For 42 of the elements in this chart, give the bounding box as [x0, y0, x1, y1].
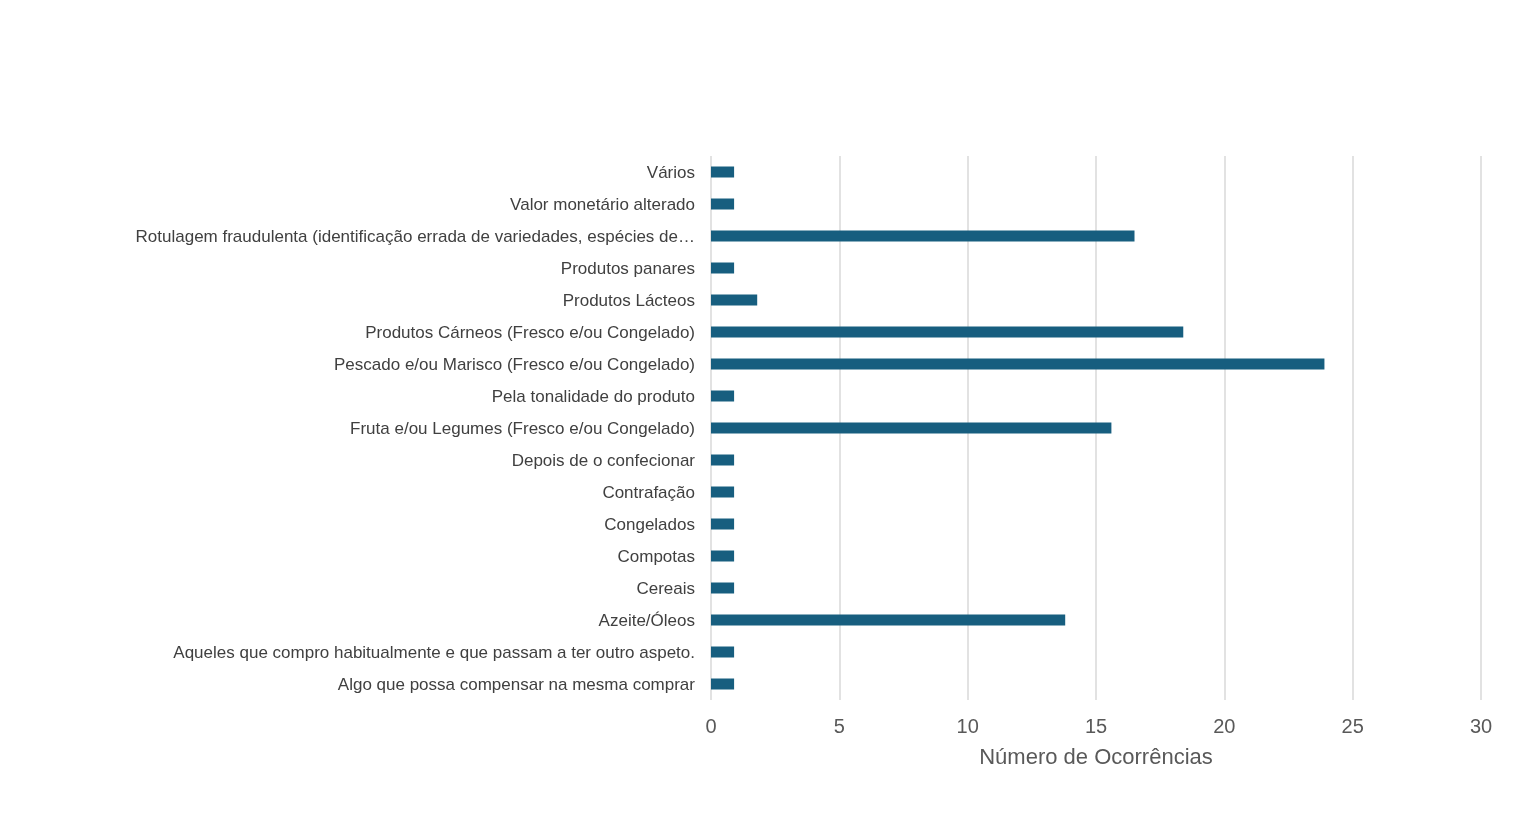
y-tick-label: Pela tonalidade do produto: [491, 386, 695, 406]
bar: [711, 294, 758, 306]
bar: [711, 390, 735, 402]
bar: [711, 326, 1184, 338]
y-tick-label: Produtos Cárneos (Fresco e/ou Congelado): [365, 322, 695, 342]
y-tick-label: Congelados: [604, 514, 695, 534]
bar: [711, 614, 1066, 626]
bar: [711, 358, 1325, 370]
y-tick-label: Rotulagem fraudulenta (identificação errada de variedades, espécies de…: [135, 226, 695, 246]
bar: [711, 550, 735, 562]
y-tick-label: Azeite/Óleos: [598, 610, 695, 630]
bar: [711, 422, 1112, 434]
bar: [711, 486, 735, 498]
x-tick-label: 5: [833, 715, 845, 737]
x-tick-label: 25: [1341, 715, 1364, 737]
y-tick-label: Depois de o confecionar: [511, 450, 696, 470]
bar: [711, 262, 735, 274]
y-tick-label: Pescado e/ou Marisco (Fresco e/ou Congelado): [334, 354, 695, 374]
bar: [711, 230, 1135, 242]
x-tick-label: 30: [1469, 715, 1493, 737]
y-tick-label: Compotas: [617, 546, 695, 566]
y-tick-label: Fruta e/ou Legumes (Fresco e/ou Congelado): [350, 418, 695, 438]
x-axis-title: Número de Ocorrências: [979, 743, 1213, 769]
y-tick-label: Vários: [646, 162, 695, 182]
x-tick-label: 0: [705, 715, 717, 737]
y-tick-label: Valor monetário alterado: [510, 194, 695, 214]
bar: [711, 518, 735, 530]
x-tick-label: 10: [956, 715, 979, 737]
y-tick-label: Produtos Lácteos: [562, 290, 695, 310]
y-tick-label: Produtos panares: [560, 258, 695, 278]
bar: [711, 646, 735, 658]
bar: [711, 582, 735, 594]
bar: [711, 678, 735, 690]
x-tick-label: 15: [1084, 715, 1108, 737]
bar: [711, 198, 735, 210]
bar: [711, 454, 735, 466]
y-tick-label: Algo que possa compensar na mesma comprar: [337, 674, 696, 694]
bar: [711, 166, 735, 178]
y-tick-label: Contrafação: [602, 482, 695, 502]
x-tick-label: 20: [1213, 715, 1236, 737]
y-tick-label: Aqueles que compro habitualmente e que passam a ter outro aspeto.: [173, 642, 695, 662]
y-tick-label: Cereais: [636, 578, 695, 598]
